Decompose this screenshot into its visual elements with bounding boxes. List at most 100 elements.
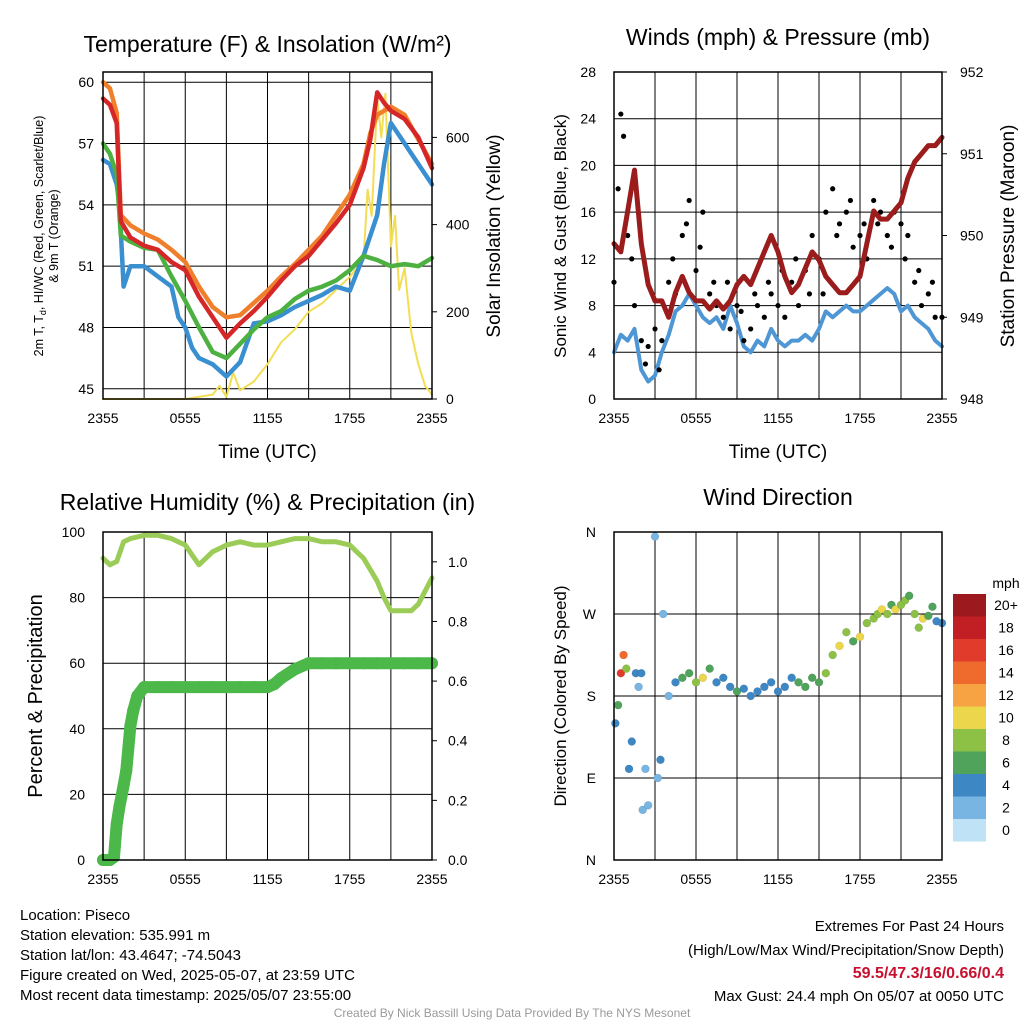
direction-point [658, 609, 668, 619]
legend-swatch [953, 819, 986, 842]
gust-point [618, 111, 624, 117]
gust-point [775, 302, 781, 309]
chart-title: Temperature (F) & Insolation (W/m²) [83, 31, 451, 57]
x-tick-label: 1755 [844, 410, 875, 426]
y-tick-label-right: 0.4 [448, 733, 468, 749]
y-axis-label-right: Station Pressure (Maroon) [998, 125, 1019, 348]
legend-title: mph [992, 575, 1019, 591]
precipitation-point [113, 800, 126, 813]
gust-point [693, 267, 699, 274]
x-tick-label: 1155 [763, 410, 793, 426]
chart-title: Winds (mph) & Pressure (mb) [626, 24, 930, 50]
legend-label: 0 [1002, 822, 1010, 838]
gust-point [861, 221, 867, 227]
precipitation-point [127, 704, 140, 717]
gust-point [659, 338, 665, 344]
gust-point [670, 256, 676, 262]
gust-point [918, 302, 925, 309]
speed-legend: mph 20+ 18 16 14 12 10 8 6 4 2 0 [953, 575, 1020, 842]
legend-label: 6 [1002, 755, 1010, 771]
direction-point [671, 678, 680, 687]
gust-point [932, 314, 938, 320]
direction-point [637, 668, 646, 678]
direction-point [622, 664, 631, 673]
direction-point [641, 764, 650, 774]
y-tick-label: 28 [580, 64, 596, 80]
direction-point [653, 773, 662, 783]
y-tick-label: 60 [69, 655, 85, 671]
direction-point [835, 641, 844, 651]
gust-point [727, 326, 733, 332]
y-tick-label: 0 [588, 391, 596, 407]
direction-point [780, 682, 790, 692]
gust-point [686, 197, 692, 204]
legend-swatch [953, 796, 986, 819]
legend-swatch [953, 639, 986, 662]
gust-point [875, 221, 881, 227]
plot-border [613, 531, 943, 861]
gust-point [916, 267, 922, 274]
direction-point [753, 687, 762, 696]
y-tick-label: 24 [580, 111, 596, 127]
direction-point [862, 618, 872, 628]
direction-point [807, 673, 817, 683]
direction-point [739, 684, 749, 693]
direction-point [627, 737, 637, 746]
gust-point [888, 244, 895, 250]
y-tick-label-right: 0.0 [448, 852, 468, 868]
x-tick-label: 1155 [252, 871, 282, 887]
plot-border [613, 71, 943, 400]
x-tick-label: 1755 [334, 871, 365, 887]
precipitation-point [371, 657, 384, 670]
y-tick-label: 60 [78, 74, 94, 90]
gust-point [843, 209, 849, 215]
gust-point [836, 221, 843, 227]
y-tick-label-right: 952 [960, 64, 984, 80]
y-axis-label-line1-rest: , HI/WC (Red, Green, Scarlet/Blue) [32, 116, 46, 311]
direction-point [616, 668, 626, 678]
gust-point [912, 279, 918, 285]
precipitation-point [124, 719, 137, 732]
direction-point [855, 632, 865, 642]
temp-2m-line [100, 90, 435, 340]
precipitation-point [179, 681, 192, 694]
y-tick-label: 40 [69, 721, 85, 737]
y-axis-label-line2: & 9m T (Orange) [47, 189, 61, 282]
direction-point [891, 605, 900, 614]
y-tick-label-right: 950 [960, 228, 984, 244]
precipitation-point [288, 663, 301, 676]
gust-point [795, 302, 802, 309]
gust-point [929, 279, 936, 285]
direction-point [634, 682, 643, 692]
y-tick-label: 8 [588, 298, 596, 314]
direction-point [773, 687, 783, 696]
y-tick-label: S [587, 688, 596, 704]
winds-panel: 2355 0555 1155 1755 2355 Winds (mph) & Pressu… [551, 24, 1019, 463]
precipitation-point [316, 657, 329, 670]
gust-point [711, 279, 717, 285]
gust-point [738, 308, 744, 315]
y-tick-label: 100 [62, 524, 86, 540]
x-axis-label: Time (UTC) [729, 442, 828, 463]
gust-point [741, 338, 747, 344]
y-axis-label-right: Solar Insolation (Yellow) [484, 134, 505, 337]
precipitation-point [192, 681, 205, 694]
precipitation-point [110, 818, 123, 831]
gust-point [884, 232, 890, 239]
gust-point [620, 133, 627, 139]
precipitation-point [398, 657, 411, 670]
gust-point [847, 197, 854, 204]
gust-point [834, 232, 840, 239]
gust-point [724, 279, 731, 285]
y-tick-label: 4 [588, 344, 596, 360]
extremes-values: 59.5/47.3/16/0.66/0.4 [852, 965, 1004, 982]
x-tick-label: 1155 [252, 410, 282, 426]
y-tick-label-right: 951 [960, 146, 984, 162]
legend-swatch [953, 616, 986, 639]
x-tick-label: 2355 [598, 410, 629, 426]
extremes-heading: Extremes For Past 24 Hours [814, 918, 1004, 935]
precipitation-point [412, 657, 425, 670]
precipitation-point [247, 681, 260, 694]
legend-swatch [953, 684, 986, 707]
